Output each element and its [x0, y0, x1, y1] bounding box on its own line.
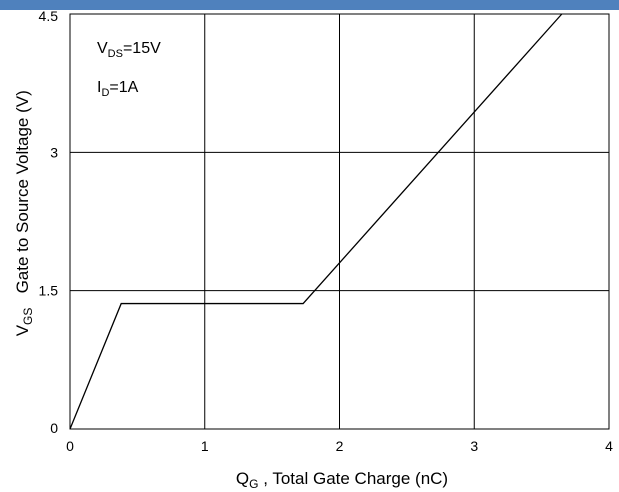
x-tick-label: 3 [470, 438, 478, 454]
series-line [69, 13, 563, 430]
plot-frame [69, 13, 610, 430]
x-axis-label: QG , Total Gate Charge (nC) [236, 469, 448, 491]
annotation-vds: VDS=15V [97, 40, 161, 60]
tick-labels: 0 1 2 3 4 0 1.5 3 4.5 [39, 8, 614, 454]
y-axis-label: VGS Gate to Source Voltage (V) [13, 76, 35, 360]
y-tick-label: 1.5 [39, 283, 59, 299]
annotation-id: ID=1A [97, 79, 139, 99]
grid-lines [70, 14, 609, 429]
x-tick-label: 1 [201, 438, 209, 454]
x-tick-label: 4 [605, 438, 613, 454]
x-tick-label: 2 [336, 438, 344, 454]
series [69, 13, 563, 430]
top-accent-bar [0, 0, 619, 10]
x-tick-label: 0 [66, 438, 74, 454]
y-tick-label: 3 [50, 144, 58, 160]
y-tick-label: 0 [50, 420, 58, 436]
y-tick-label: 4.5 [39, 8, 59, 24]
